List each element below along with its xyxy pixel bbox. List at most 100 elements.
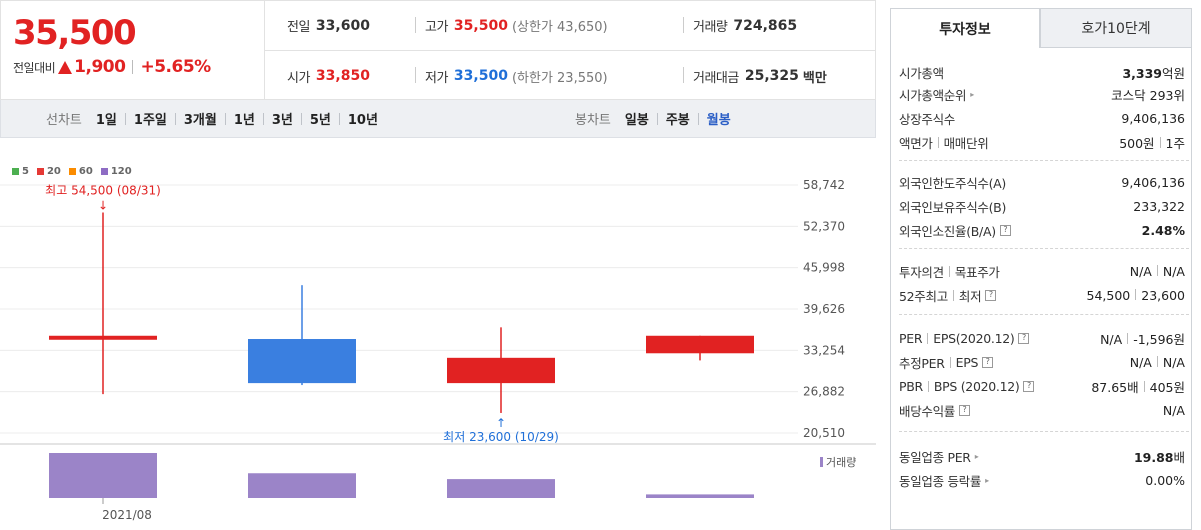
target-value: N/A: [1162, 263, 1185, 279]
divider: [415, 17, 416, 33]
candle-daily[interactable]: 일봉: [624, 113, 649, 128]
market-cap: 3,339억원: [1122, 63, 1185, 82]
legend-label: 60: [78, 166, 93, 177]
candle-body: [646, 335, 754, 354]
range-5y[interactable]: 5년: [309, 113, 331, 128]
divider: [937, 136, 939, 148]
candlestick-chart: 58,742 52,370 45,998 39,626 33,254 26,882 20,5…: [0, 178, 876, 522]
prev-close-value: 33,600: [315, 17, 370, 34]
divider: [1135, 288, 1137, 300]
bps-label: BPS (2020.12): [933, 378, 1020, 394]
arrow-right-icon: ▸: [985, 475, 989, 485]
sector-per: 19.88배: [1134, 447, 1185, 466]
opinion-value: N/A: [1129, 263, 1152, 279]
divider: [124, 112, 126, 125]
candle-body: [248, 339, 356, 384]
candle-body: [447, 357, 555, 384]
est-per-label: 추정PER: [899, 355, 945, 371]
section-opinion: 투자의견 목표주가 N/A N/A 52주최고 최저? 54,500 23,600: [899, 249, 1189, 315]
foreign-ratio-value: 2.48%: [1141, 222, 1185, 238]
dividend-value: N/A: [1162, 402, 1185, 418]
foreign-hold-label: 외국인보유주식수(B): [899, 199, 1007, 215]
divider: [415, 67, 416, 83]
section-market-cap: 시가총액 3,339억원 시가총액순위 ▸ 코스닥 293위 상장주식수 9,40…: [899, 58, 1189, 161]
open-label: 시가: [287, 70, 310, 86]
foreign-ratio: 2.48%: [1142, 223, 1185, 238]
help-icon[interactable]: ?: [959, 404, 971, 416]
help-icon[interactable]: ?: [999, 224, 1011, 236]
shares-row: 상장주식수 9,406,136: [899, 108, 1185, 128]
foreign-limit-value: 9,406,136: [1121, 174, 1185, 190]
turnover-value: 25,325: [744, 68, 799, 84]
market-cap-label: 시가총액: [899, 65, 944, 81]
sector-change-value: 0.00%: [1145, 472, 1185, 488]
range-3m[interactable]: 3개월: [183, 113, 217, 128]
pbr-label: PBR: [899, 378, 923, 394]
price-chart[interactable]: 58,742 52,370 45,998 39,626 33,254 26,882 20,5…: [0, 138, 876, 530]
divider: [174, 112, 176, 125]
up-arrow-icon: ↑: [496, 416, 506, 430]
est-per-values: N/A N/A: [1130, 355, 1185, 370]
low-value: 33,500: [453, 68, 508, 84]
divider: [338, 112, 340, 125]
par-label: 액면가: [899, 135, 933, 151]
dividend: 배당수익률?: [899, 401, 971, 420]
y-tick-label: 33,254: [803, 343, 845, 357]
candle-monthly[interactable]: 월봉: [706, 113, 731, 128]
market-cap-rank[interactable]: 시가총액순위 ▸: [899, 85, 974, 104]
foreign-hold-value: 233,322: [1133, 198, 1185, 214]
help-icon[interactable]: ?: [1023, 380, 1035, 392]
foreign-ratio-label: 외국인소진율(B/A): [899, 223, 996, 239]
open-price: 시가 33,850: [287, 68, 370, 86]
sector-per-label: 동일업종 PER: [899, 449, 971, 465]
divider: [262, 112, 264, 125]
legend-ma120: 120: [100, 166, 132, 177]
range-1w[interactable]: 1주일: [133, 113, 167, 128]
tab-investment-info[interactable]: 투자정보: [890, 8, 1040, 48]
sector-per-row: 동일업종 PER ▸ 19.88배: [899, 446, 1185, 466]
sector-change-row: 동일업종 등락률 ▸ 0.00%: [899, 470, 1185, 490]
prev-close: 전일 33,600: [287, 17, 370, 36]
help-icon[interactable]: ?: [982, 356, 994, 368]
divider: [1159, 136, 1161, 148]
opinion-labels: 투자의견 목표주가: [899, 262, 1000, 281]
par-labels: 액면가 매매단위: [899, 133, 989, 152]
lower-limit: (하한가 23,550): [511, 70, 608, 86]
arrow-right-icon: ▸: [970, 89, 974, 99]
market-cap-rank-row: 시가총액순위 ▸ 코스닥 293위: [899, 84, 1185, 104]
divider: [683, 17, 684, 33]
per-value: N/A: [1100, 331, 1123, 347]
range-1y[interactable]: 1년: [233, 113, 255, 128]
candle-weekly[interactable]: 주봉: [665, 113, 690, 128]
help-icon[interactable]: ?: [1018, 332, 1030, 344]
sector-per[interactable]: 동일업종 PER ▸: [899, 447, 979, 466]
legend-label: 20: [46, 166, 61, 177]
range-3y[interactable]: 3년: [271, 113, 293, 128]
per-row: PER EPS(2020.12)? N/A -1,596원: [899, 328, 1185, 348]
sector-per-value: 19.88: [1133, 449, 1174, 465]
range-1d[interactable]: 1일: [95, 113, 117, 128]
pbr-labels: PBR BPS (2020.12)?: [899, 378, 1035, 394]
current-price-block: 35,500 전일대비 1,900 +5.65%: [1, 1, 265, 101]
divider: [300, 112, 302, 125]
range-10y[interactable]: 10년: [347, 113, 378, 128]
dividend-row: 배당수익률? N/A: [899, 400, 1185, 420]
change-percent: +5.65%: [140, 57, 211, 77]
trade-unit-value: 1주: [1165, 135, 1185, 151]
tab-orderbook[interactable]: 호가10단계: [1040, 8, 1192, 48]
per-values: N/A -1,596원: [1100, 329, 1185, 348]
investment-info: 시가총액 3,339억원 시가총액순위 ▸ 코스닥 293위 상장주식수 9,40…: [890, 48, 1192, 530]
est-per-row: 추정PER EPS? N/A N/A: [899, 352, 1185, 372]
par-value: 500원: [1119, 135, 1155, 151]
panel-tabs: 투자정보 호가10단계: [890, 8, 1192, 48]
eps-value: -1,596원: [1133, 331, 1185, 347]
volume-bar: [646, 494, 754, 498]
divider: [1143, 380, 1145, 392]
pbr-value: 87.65배: [1091, 379, 1139, 395]
stats-row-2: 시가 33,850 저가 33,500 (하한가 23,550) 거래대금 25…: [265, 51, 875, 101]
help-icon[interactable]: ?: [985, 289, 997, 301]
divider: [1156, 355, 1158, 367]
sector-change[interactable]: 동일업종 등락률 ▸: [899, 471, 989, 490]
pbr-row: PBR BPS (2020.12)? 87.65배 405원: [899, 376, 1185, 396]
par-row: 액면가 매매단위 500원 1주: [899, 132, 1185, 152]
